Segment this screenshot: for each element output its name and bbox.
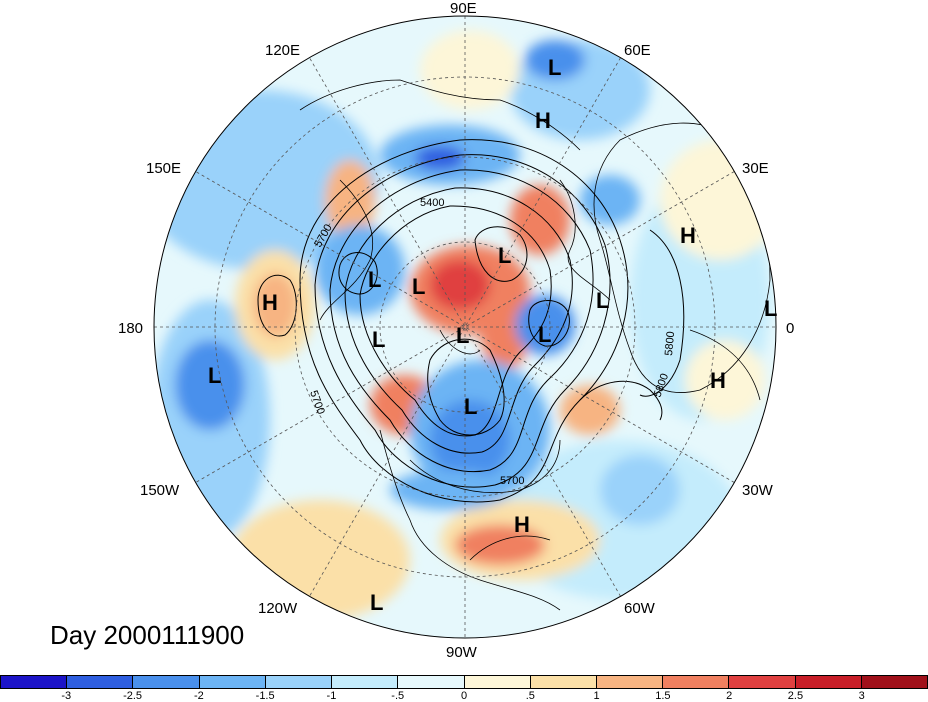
colorbar-swatch [67, 676, 134, 688]
colorbar-tick-label: -.5 [391, 690, 405, 702]
graticule [154, 16, 776, 638]
pressure-center-low: L [370, 590, 383, 615]
contour-label: 5400 [420, 197, 444, 209]
pressure-center-high: H [710, 368, 726, 393]
colorbar-swatch [133, 676, 200, 688]
colorbar-swatch [530, 676, 597, 688]
colorbar-tick-label: 3 [858, 690, 865, 702]
colorbar-tick-label: -1.5 [255, 690, 275, 702]
colorbar-tick-label: -1 [326, 690, 337, 702]
lon-label-90e: 90E [450, 0, 477, 17]
pressure-centers: L H H L L L L L L L L L H H L H L L [208, 55, 777, 615]
pressure-center-low: L [764, 296, 777, 321]
pressure-center-high: H [262, 290, 278, 315]
lon-label-150w: 150W [140, 482, 180, 499]
lon-label-30e: 30E [742, 160, 769, 177]
colorbar-swatch [464, 676, 531, 688]
pressure-center-high: H [680, 223, 696, 248]
colorbar-tick-label: 1.5 [655, 690, 671, 702]
colorbar-swatch [199, 676, 266, 688]
lon-label-90w: 90W [446, 644, 477, 661]
colorbar-swatch [265, 676, 333, 688]
pressure-center-low: L [548, 55, 561, 80]
pressure-center-low: L [208, 363, 221, 388]
pressure-center-low: L [368, 267, 381, 292]
pressure-center-low: L [456, 323, 469, 348]
lon-label-150e: 150E [146, 160, 182, 177]
colorbar-tick-label: 0 [460, 690, 468, 702]
colorbar-tick-label: 2.5 [787, 690, 804, 702]
colorbar-swatch [1, 676, 68, 688]
pressure-center-low: L [596, 288, 609, 313]
colorbar-tick-label: -2 [193, 690, 204, 702]
polar-map: 5400 5700 5700 5700 5800 5800 5700 L H H… [153, 15, 777, 639]
pressure-center-low: L [464, 394, 477, 419]
pressure-center-high: H [535, 108, 551, 133]
pressure-center-high: H [514, 512, 530, 537]
colorbar [0, 675, 928, 689]
lon-label-120w: 120W [258, 600, 298, 617]
contour-label: 5800 [663, 331, 677, 356]
colorbar-swatch [332, 676, 399, 688]
lon-label-60e: 60E [624, 42, 651, 59]
day-title: Day 2000111900 [50, 620, 245, 650]
colorbar-tick-label: -2.5 [123, 690, 143, 702]
lon-label-60w: 60W [624, 600, 655, 617]
pressure-center-low: L [412, 274, 425, 299]
colorbar-swatch [729, 676, 796, 688]
colorbar-swatch [663, 676, 730, 688]
colorbar-swatch [861, 676, 928, 688]
colorbar-swatch [398, 676, 465, 688]
colorbar-tick-label: -3 [61, 690, 72, 702]
colorbar-tick-label: .5 [525, 690, 535, 702]
height-contours [257, 139, 685, 503]
lon-label-30w: 30W [742, 482, 773, 499]
pressure-center-low: L [498, 243, 511, 268]
colorbar-tick-label: 2 [726, 690, 733, 702]
map-boundary [153, 15, 777, 639]
colorbar-swatch [795, 676, 862, 688]
lon-label-0: 0 [786, 320, 795, 337]
pressure-center-low: L [538, 322, 551, 347]
colorbar-tick-label: 1 [593, 690, 600, 702]
pressure-center-low: L [372, 327, 385, 352]
contour-labels: 5400 5700 5700 5700 5800 5800 5700 [307, 197, 677, 487]
lon-label-180: 180 [118, 320, 144, 337]
contour-label: 5700 [500, 475, 524, 487]
colorbar-swatch [596, 676, 664, 688]
lon-label-120e: 120E [265, 42, 301, 59]
